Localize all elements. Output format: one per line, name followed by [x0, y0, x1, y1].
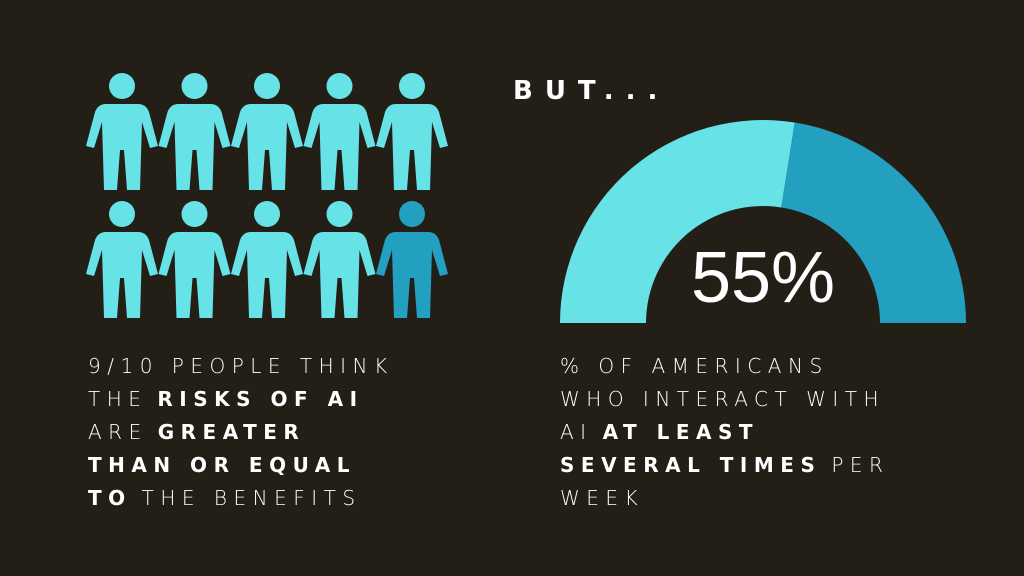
caption-line: TO THE BENEFITS — [88, 482, 404, 515]
caption-line: THE RISKS OF AI — [88, 383, 404, 416]
icon-head — [181, 201, 208, 227]
person-icon — [86, 73, 158, 190]
icon-body — [303, 232, 376, 318]
person-icon — [86, 201, 158, 318]
icon-body — [303, 104, 376, 190]
caption-text: ARE — [88, 420, 148, 444]
icon-head — [254, 73, 280, 99]
gauge-label: 55% — [691, 238, 835, 318]
person-icon — [376, 201, 448, 318]
icon-head — [399, 73, 425, 99]
icon-body — [86, 104, 158, 190]
icon-body — [158, 104, 231, 190]
caption-text: % OF AMERICANS — [560, 354, 829, 378]
pictogram — [86, 73, 448, 318]
person-icon — [231, 73, 303, 190]
gauge-rest — [781, 122, 966, 323]
icon-head — [109, 201, 135, 227]
person-icon — [231, 201, 303, 318]
caption-text: THE BENEFITS — [141, 486, 362, 510]
caption-text: RISKS OF AI — [157, 387, 364, 411]
caption-line: % OF AMERICANS — [560, 350, 899, 383]
caption-line: WEEK — [560, 482, 899, 515]
icon-head — [326, 201, 353, 227]
icon-head — [181, 73, 208, 99]
caption-line: WHO INTERACT WITH — [560, 383, 899, 416]
caption-text: THAN OR EQUAL — [88, 453, 356, 477]
icon-head — [326, 73, 353, 99]
caption-line: 9/10 PEOPLE THINK — [88, 350, 404, 383]
icon-body — [376, 232, 448, 318]
caption-text: AT LEAST — [602, 420, 760, 444]
caption-text: WEEK — [560, 486, 645, 510]
icon-head — [109, 73, 135, 99]
caption-text: GREATER — [157, 420, 306, 444]
caption-text: 9/10 PEOPLE THINK — [88, 354, 394, 378]
person-icon — [158, 73, 231, 190]
icon-body — [158, 232, 231, 318]
person-icon — [376, 73, 448, 190]
icon-head — [399, 201, 425, 227]
caption-text: TO — [88, 486, 132, 510]
caption-line: THAN OR EQUAL — [88, 449, 404, 482]
person-icon — [303, 201, 376, 318]
icon-body — [231, 232, 303, 318]
caption-text: SEVERAL TIMES — [560, 453, 822, 477]
caption-line: SEVERAL TIMES PER — [560, 449, 899, 482]
title: BUT... — [513, 76, 670, 106]
gauge — [560, 120, 966, 323]
caption-line: ARE GREATER — [88, 416, 404, 449]
gauge-fill — [560, 120, 795, 323]
person-icon — [158, 201, 231, 318]
icon-body — [86, 232, 158, 318]
person-icon — [303, 73, 376, 190]
caption-text: WHO INTERACT WITH — [560, 387, 886, 411]
caption-text: AI — [560, 420, 593, 444]
caption: % OF AMERICANS WHO INTERACT WITH AI AT LEAS… — [560, 350, 899, 515]
icon-head — [254, 201, 280, 227]
icon-body — [376, 104, 448, 190]
caption: 9/10 PEOPLE THINK THE RISKS OF AI ARE GREATE… — [88, 350, 404, 515]
caption-line: AI AT LEAST — [560, 416, 899, 449]
caption-text: THE — [88, 387, 148, 411]
icon-body — [231, 104, 303, 190]
caption-text: PER — [831, 453, 890, 477]
